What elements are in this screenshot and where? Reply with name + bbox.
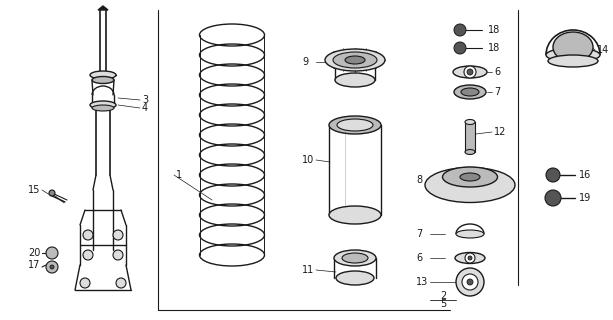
- Text: 10: 10: [302, 155, 314, 165]
- Ellipse shape: [329, 206, 381, 224]
- Circle shape: [464, 66, 476, 78]
- Circle shape: [83, 250, 93, 260]
- Text: 13: 13: [416, 277, 428, 287]
- Ellipse shape: [453, 66, 487, 78]
- Ellipse shape: [90, 71, 116, 79]
- Text: 18: 18: [488, 43, 500, 53]
- Text: 15: 15: [28, 185, 40, 195]
- Circle shape: [46, 247, 58, 259]
- Ellipse shape: [454, 85, 486, 99]
- Text: 6: 6: [494, 67, 500, 77]
- Ellipse shape: [336, 271, 374, 285]
- Text: 5: 5: [440, 299, 446, 309]
- Text: 7: 7: [416, 229, 422, 239]
- Ellipse shape: [345, 56, 365, 64]
- Circle shape: [465, 253, 475, 263]
- Text: 18: 18: [488, 25, 500, 35]
- Ellipse shape: [465, 149, 475, 155]
- Circle shape: [80, 278, 90, 288]
- Circle shape: [468, 256, 472, 260]
- Ellipse shape: [455, 252, 485, 263]
- Ellipse shape: [425, 167, 515, 203]
- Ellipse shape: [329, 116, 381, 134]
- Circle shape: [467, 69, 473, 75]
- Ellipse shape: [465, 119, 475, 124]
- Ellipse shape: [456, 230, 484, 238]
- Circle shape: [113, 230, 123, 240]
- Circle shape: [546, 168, 560, 182]
- Circle shape: [83, 230, 93, 240]
- Text: 4: 4: [142, 103, 148, 113]
- Text: 7: 7: [494, 87, 500, 97]
- Ellipse shape: [92, 105, 114, 111]
- Circle shape: [456, 268, 484, 296]
- Text: 2: 2: [440, 291, 446, 301]
- Ellipse shape: [92, 76, 114, 84]
- Ellipse shape: [334, 250, 376, 266]
- Circle shape: [467, 279, 473, 285]
- Text: 19: 19: [579, 193, 592, 203]
- Ellipse shape: [443, 167, 498, 187]
- Text: 3: 3: [142, 95, 148, 105]
- Circle shape: [50, 265, 54, 269]
- Ellipse shape: [342, 253, 368, 263]
- Ellipse shape: [548, 55, 598, 67]
- Bar: [465, 122, 475, 152]
- Ellipse shape: [337, 119, 373, 131]
- Ellipse shape: [90, 101, 116, 109]
- Circle shape: [454, 42, 466, 54]
- Text: 17: 17: [28, 260, 40, 270]
- Ellipse shape: [546, 48, 600, 62]
- Text: 11: 11: [302, 265, 314, 275]
- Ellipse shape: [325, 49, 385, 71]
- Circle shape: [545, 190, 561, 206]
- Circle shape: [49, 190, 55, 196]
- Ellipse shape: [461, 88, 479, 96]
- Text: 6: 6: [416, 253, 422, 263]
- Text: 9: 9: [302, 57, 308, 67]
- Ellipse shape: [460, 173, 480, 181]
- Text: 12: 12: [494, 127, 506, 137]
- Circle shape: [113, 250, 123, 260]
- Text: 20: 20: [28, 248, 40, 258]
- Text: 8: 8: [416, 175, 422, 185]
- Ellipse shape: [333, 52, 377, 68]
- Text: 1: 1: [176, 170, 182, 180]
- Polygon shape: [98, 6, 108, 10]
- Circle shape: [462, 274, 478, 290]
- Circle shape: [454, 24, 466, 36]
- Ellipse shape: [335, 73, 375, 87]
- Text: 14: 14: [597, 45, 609, 55]
- Circle shape: [116, 278, 126, 288]
- Circle shape: [46, 261, 58, 273]
- Text: 16: 16: [579, 170, 592, 180]
- Ellipse shape: [553, 32, 593, 62]
